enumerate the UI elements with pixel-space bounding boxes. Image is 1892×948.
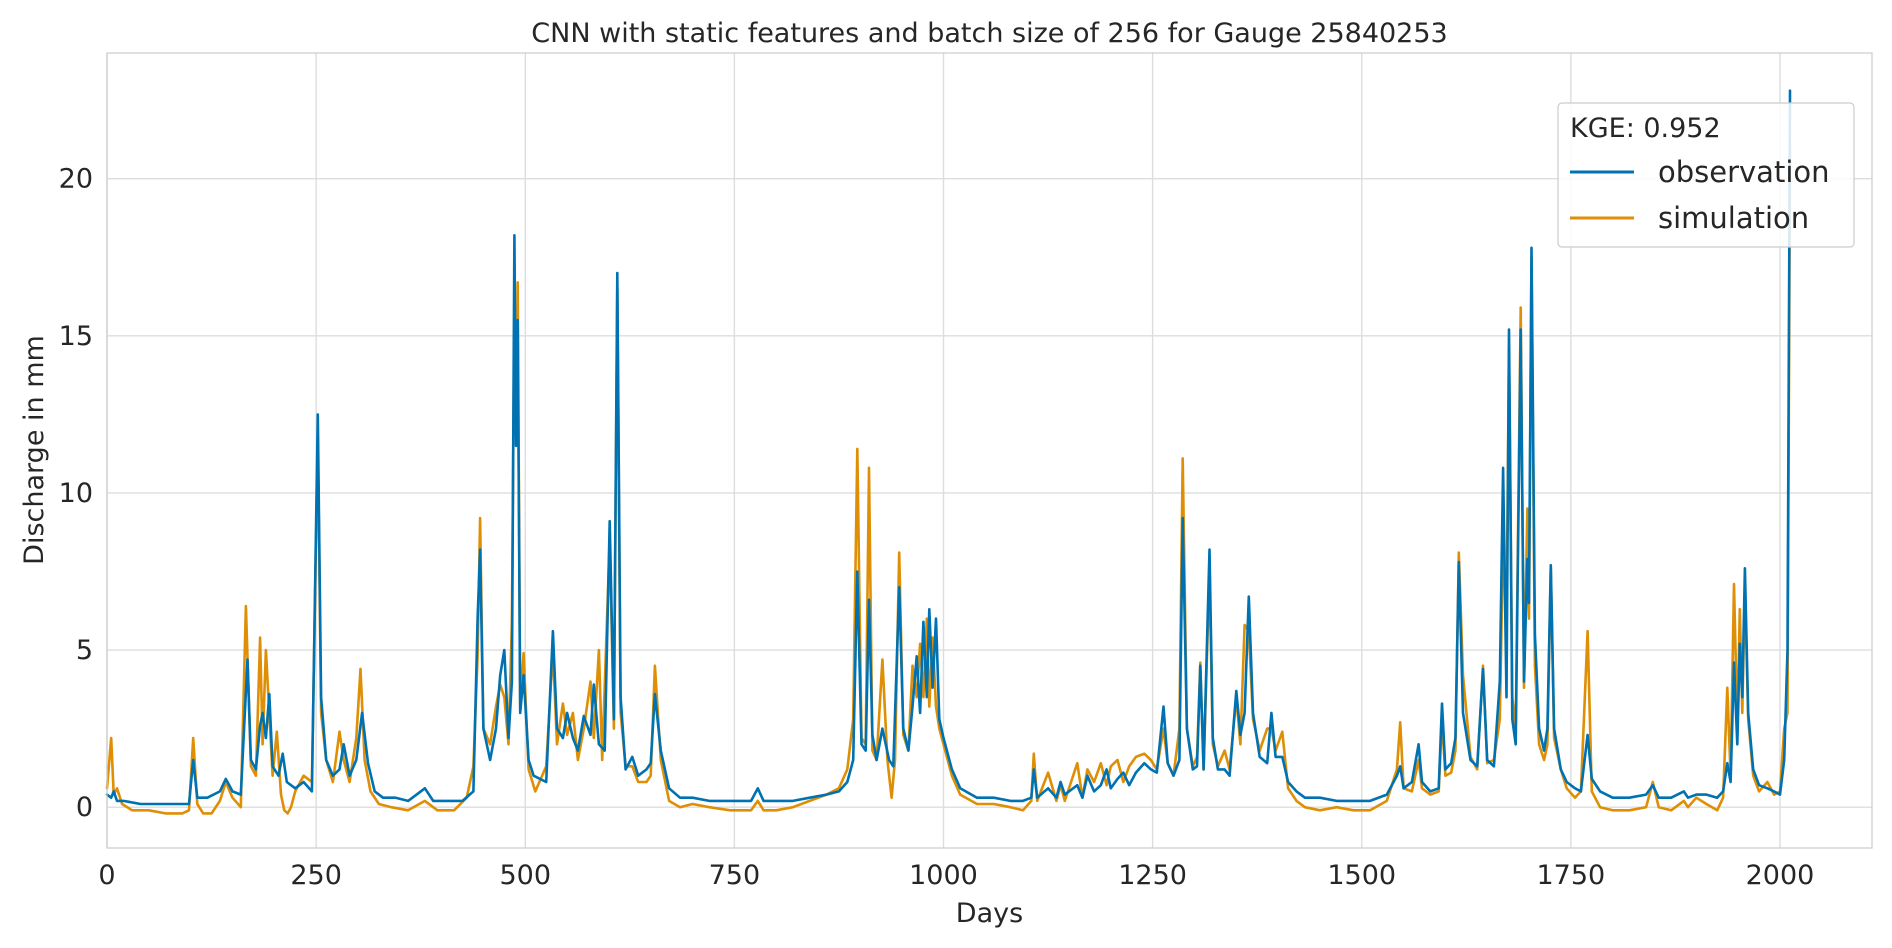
gridlines xyxy=(106,53,1872,848)
y-tick-label-0: 0 xyxy=(76,792,93,823)
chart-title: CNN with static features and batch size … xyxy=(531,18,1447,49)
legend-label-simulation: simulation xyxy=(1658,201,1809,235)
legend-label-observation: observation xyxy=(1658,155,1830,189)
x-tick-label-2000: 2000 xyxy=(1746,860,1815,891)
legend: KGE: 0.952 observation simulation xyxy=(1557,102,1855,248)
legend-box xyxy=(1557,102,1855,248)
x-axis-label: Days xyxy=(956,898,1023,929)
y-axis-label: Discharge in mm xyxy=(19,335,50,565)
series-layer xyxy=(105,89,1792,815)
x-tick-label-1750: 1750 xyxy=(1537,860,1606,891)
series-line-observation xyxy=(105,89,1792,806)
y-tick-label-15: 15 xyxy=(59,321,93,352)
x-tick-label-0: 0 xyxy=(98,860,115,891)
x-tick-label-250: 250 xyxy=(290,860,342,891)
x-tick-label-1500: 1500 xyxy=(1327,860,1396,891)
x-tick-labels: 0 250 500 750 1000 1250 1500 1750 2000 xyxy=(98,860,1814,891)
x-tick-label-750: 750 xyxy=(709,860,761,891)
y-tick-label-20: 20 xyxy=(59,164,93,195)
x-tick-label-1000: 1000 xyxy=(909,860,978,891)
y-tick-label-10: 10 xyxy=(59,478,93,509)
y-tick-label-5: 5 xyxy=(76,635,93,666)
x-tick-label-500: 500 xyxy=(499,860,551,891)
y-tick-labels: 0 5 10 15 20 xyxy=(59,164,93,823)
plot-frame xyxy=(106,52,1873,849)
legend-title: KGE: 0.952 xyxy=(1570,113,1721,144)
x-tick-label-1250: 1250 xyxy=(1118,860,1187,891)
